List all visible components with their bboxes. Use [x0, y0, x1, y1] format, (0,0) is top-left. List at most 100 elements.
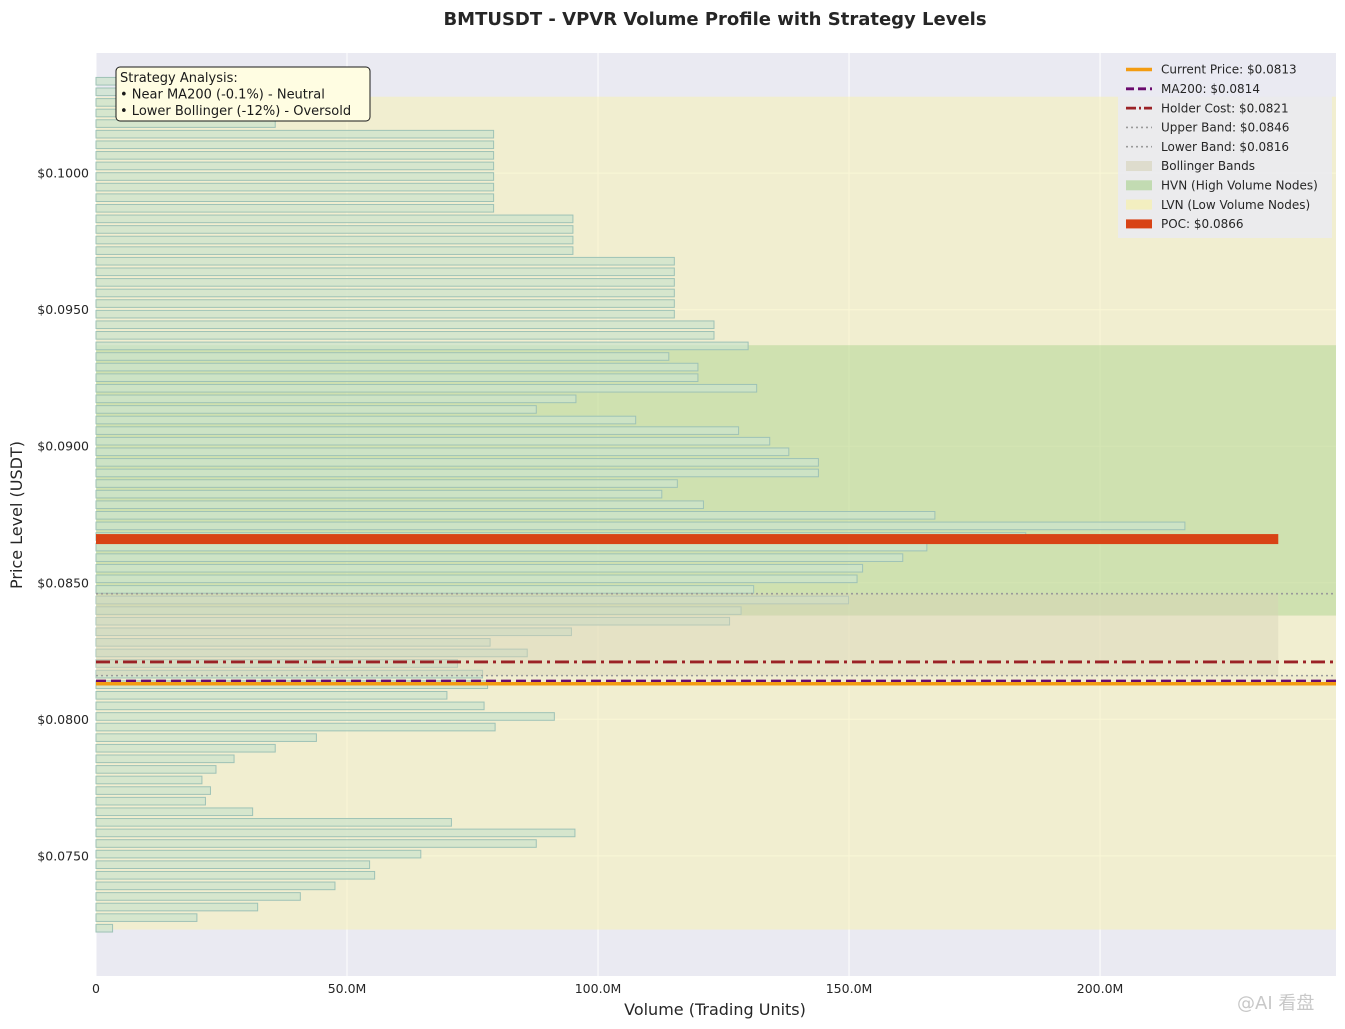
- volume-bar: [95, 638, 491, 647]
- volume-bar: [95, 818, 452, 827]
- volume-bar: [95, 616, 731, 626]
- volume-bar: [95, 595, 850, 605]
- volume-bar: [95, 669, 484, 679]
- volume-bar: [95, 754, 235, 764]
- x-tick-label: 200.0M: [1077, 981, 1124, 996]
- watermark-text: @AI 看盘: [1237, 993, 1314, 1014]
- volume-bar: [95, 352, 670, 361]
- volume-bar: [95, 161, 495, 171]
- volume-bar: [95, 510, 936, 520]
- legend-swatch-patch: [1126, 161, 1152, 171]
- legend-label: MA200: $0.0814: [1161, 82, 1260, 96]
- poc-bar: [96, 534, 1279, 545]
- strategy-annotation: Strategy Analysis: • Near MA200 (-0.1%) -…: [115, 66, 371, 122]
- volume-bar: [95, 828, 576, 838]
- volume-bar: [95, 394, 577, 404]
- x-tick-label: 0: [92, 981, 100, 996]
- volume-bar: [95, 140, 495, 150]
- volume-bar: [95, 151, 495, 160]
- volume-bar: [95, 860, 371, 869]
- y-tick-label: $0.0900: [37, 439, 89, 454]
- volume-bar: [95, 331, 715, 340]
- annotation-line: • Near MA200 (-0.1%) - Neutral: [120, 88, 325, 103]
- volume-bar: [95, 341, 749, 351]
- volume-bar: [95, 373, 699, 382]
- volume-bar: [95, 203, 495, 213]
- volume-bar: [95, 690, 448, 700]
- volume-bar: [95, 246, 574, 255]
- x-tick-label: 50.0M: [328, 981, 367, 996]
- volume-bar: [95, 320, 715, 330]
- volume-bar: [95, 225, 574, 234]
- chart-title: BMTUSDT - VPVR Volume Profile with Strat…: [443, 9, 986, 30]
- volume-bar: [95, 182, 495, 192]
- y-axis-ticks: $0.0750 $0.0800 $0.0850 $0.0900 $0.0950 $0.10…: [37, 166, 89, 864]
- volume-bar: [95, 405, 537, 414]
- volume-bar: [95, 849, 422, 859]
- volume-bar: [95, 383, 758, 393]
- x-tick-label: 150.0M: [826, 981, 873, 996]
- legend-label: Holder Cost: $0.0821: [1161, 101, 1289, 115]
- volume-bar: [95, 479, 678, 488]
- volume-bar: [95, 627, 572, 637]
- volume-bar: [95, 701, 485, 711]
- volume-bar: [95, 500, 704, 510]
- volume-bar: [95, 786, 211, 795]
- y-tick-label: $0.0800: [37, 712, 89, 727]
- volume-bar: [95, 129, 495, 139]
- y-tick-label: $0.0750: [37, 848, 89, 863]
- volume-bar: [95, 606, 742, 615]
- volume-bar: [95, 870, 376, 880]
- y-axis-label: Price Level (USDT): [7, 441, 26, 589]
- volume-bar: [95, 585, 755, 594]
- y-tick-label: $0.0950: [37, 302, 89, 317]
- volume-bar: [95, 309, 675, 319]
- x-tick-label: 100.0M: [575, 981, 622, 996]
- legend-label: Upper Band: $0.0846: [1161, 121, 1289, 135]
- volume-bar: [95, 362, 699, 372]
- volume-bar: [95, 172, 495, 181]
- volume-bar: [95, 743, 276, 753]
- volume-bar: [95, 563, 864, 573]
- volume-bar: [95, 923, 114, 933]
- volume-bar: [95, 712, 555, 721]
- volume-bar: [95, 299, 675, 308]
- volume-bar: [95, 659, 458, 668]
- volume-bar: [95, 521, 1186, 531]
- volume-bar: [95, 648, 528, 658]
- volume-bar: [95, 288, 675, 298]
- volume-bar: [95, 722, 496, 732]
- y-tick-label: $0.0850: [37, 575, 89, 590]
- volume-bar: [95, 468, 819, 478]
- volume-bar: [95, 415, 637, 425]
- volume-bar: [95, 235, 574, 245]
- volume-bar: [95, 436, 771, 446]
- legend-swatch-patch: [1126, 199, 1152, 210]
- volume-bar: [95, 902, 259, 912]
- legend-frame: [1118, 58, 1332, 238]
- volume-bar: [95, 458, 819, 467]
- volume-bar: [95, 765, 217, 774]
- volume-bar: [95, 574, 858, 584]
- volume-bar: [95, 775, 203, 785]
- volume-bar: [95, 913, 198, 922]
- volume-bar: [95, 839, 537, 848]
- volume-bar: [95, 733, 317, 742]
- legend-swatch-poc: [1126, 219, 1152, 229]
- volume-bar: [95, 214, 574, 224]
- volume-bar: [95, 256, 675, 266]
- volume-bar: [95, 193, 495, 203]
- volume-bar: [95, 892, 301, 901]
- volume-bar: [95, 807, 254, 817]
- legend-label: HVN (High Volume Nodes): [1161, 179, 1318, 193]
- volume-bar: [95, 553, 904, 562]
- annotation-line: Strategy Analysis:: [120, 71, 238, 86]
- y-tick-label: $0.1000: [37, 166, 89, 181]
- annotation-box: [115, 66, 371, 122]
- x-axis-ticks: 0 50.0M 100.0M 150.0M 200.0M: [92, 981, 1123, 996]
- volume-bar: [95, 796, 206, 806]
- legend-label: POC: $0.0866: [1161, 217, 1244, 231]
- x-axis-label: Volume (Trading Units): [624, 1000, 806, 1019]
- volume-bar: [95, 542, 928, 552]
